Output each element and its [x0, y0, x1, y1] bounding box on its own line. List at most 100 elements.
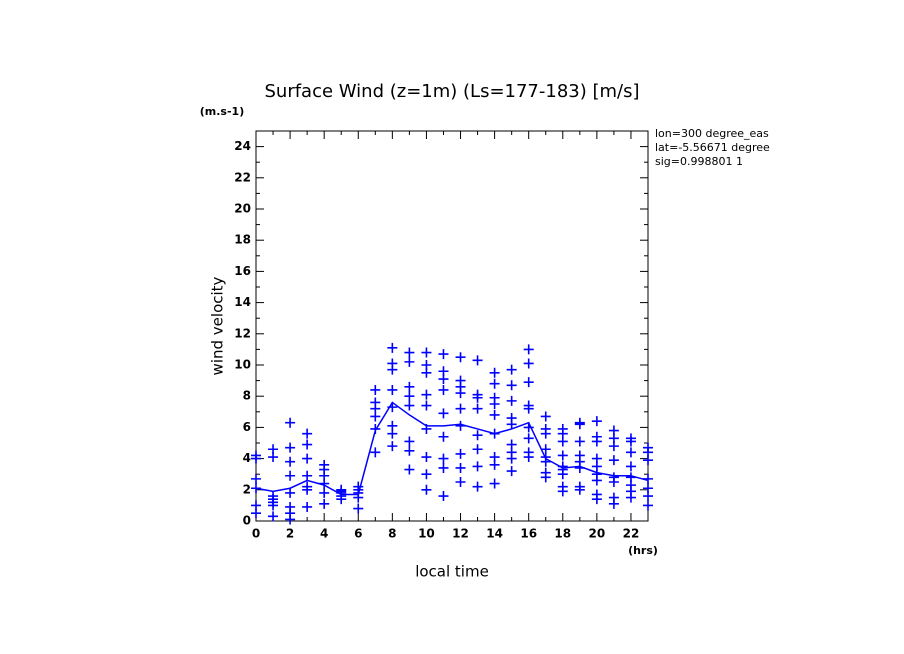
- x-tick-label: 2: [286, 527, 294, 541]
- scatter-point: [404, 436, 415, 447]
- scatter-point: [472, 430, 483, 441]
- scatter-point: [438, 408, 449, 419]
- scatter-point: [489, 367, 500, 378]
- scatter-point: [557, 486, 568, 497]
- scatter-point: [506, 419, 517, 430]
- scatter-point: [523, 452, 534, 463]
- scatter-point: [319, 487, 330, 498]
- scatter-point: [643, 500, 653, 511]
- scatter-point: [268, 511, 279, 522]
- x-tick-label: 22: [623, 527, 640, 541]
- chart-title: Surface Wind (z=1m) (Ls=177-183) [m/s]: [264, 81, 639, 102]
- scatter-point: [489, 478, 500, 489]
- scatter-point: [285, 514, 296, 525]
- y-tick-label: 6: [243, 420, 251, 434]
- scatter-point: [438, 462, 449, 473]
- scatter-point: [557, 436, 568, 447]
- scatter-point: [574, 484, 585, 495]
- scatter-point: [489, 459, 500, 470]
- scatter-point: [489, 399, 500, 409]
- scatter-point: [370, 384, 381, 395]
- y-tick-label: 14: [234, 295, 251, 309]
- scatter-point: [421, 367, 432, 378]
- y-tick-label: 8: [243, 389, 251, 403]
- scatter-point: [523, 344, 534, 355]
- scatter-point: [540, 472, 551, 483]
- annotation: sig=0.998801 1: [655, 155, 743, 168]
- scatter-point: [608, 477, 619, 487]
- x-tick-label: 0: [252, 527, 260, 541]
- scatter-point: [455, 403, 466, 414]
- scatter-point: [268, 452, 279, 463]
- scatter-point: [643, 455, 653, 466]
- scatter-point: [285, 417, 296, 428]
- scatter-point: [608, 498, 619, 509]
- scatter-point: [506, 395, 517, 406]
- y-tick-label: 24: [234, 139, 251, 153]
- y-tick-label: 12: [234, 326, 251, 340]
- scatter-point: [557, 450, 568, 461]
- x-tick-label: 14: [486, 527, 503, 541]
- scatter-point: [455, 448, 466, 459]
- x-unit: (hrs): [628, 544, 658, 557]
- scatter-point: [404, 391, 415, 402]
- y-unit: (m.s-1): [200, 105, 244, 118]
- scatter-point: [506, 466, 517, 477]
- scatter-point: [523, 403, 534, 414]
- scatter-point: [506, 364, 517, 375]
- y-axis-label: wind velocity: [209, 276, 227, 375]
- scatter-point: [608, 455, 619, 466]
- scatter-point: [643, 491, 653, 502]
- scatter-point: [472, 392, 483, 403]
- y-tick-label: 10: [234, 358, 251, 372]
- scatter-point: [404, 381, 415, 392]
- scatter-point: [557, 469, 568, 480]
- scatter-point: [523, 358, 534, 369]
- scatter-point: [506, 380, 517, 391]
- scatter-point: [421, 469, 432, 480]
- scatter-point: [438, 384, 449, 395]
- scatter-point: [302, 484, 313, 495]
- scatter-point: [625, 447, 636, 458]
- scatter-point: [523, 433, 534, 444]
- scatter-point: [421, 347, 432, 358]
- scatter-point: [591, 416, 602, 427]
- scatter-point: [404, 356, 415, 367]
- scatter-point: [302, 428, 313, 439]
- scatter-point: [387, 384, 398, 395]
- scatter-point: [489, 378, 500, 389]
- scatter-point: [370, 447, 381, 458]
- x-tick-label: 4: [320, 527, 328, 541]
- scatter-point: [336, 494, 347, 505]
- scatter-point: [285, 470, 296, 481]
- x-tick-label: 18: [554, 527, 571, 541]
- annotations: lon=300 degree_eas lat=-5.56671 degree s…: [655, 127, 770, 168]
- scatter-point: [404, 400, 415, 411]
- scatter-point: [404, 445, 415, 456]
- scatter-point: [302, 439, 313, 450]
- scatter-point: [625, 461, 636, 472]
- scatter-point: [268, 500, 279, 511]
- scatter-point: [455, 388, 466, 399]
- scatter-point: [455, 477, 466, 487]
- y-tick-label: 20: [234, 202, 251, 216]
- scatter-point: [455, 352, 466, 363]
- scatter-point: [591, 436, 602, 447]
- scatter-point: [387, 428, 398, 439]
- scatter-point: [472, 444, 483, 455]
- scatter-point: [387, 441, 398, 452]
- y-tick-label: 18: [234, 233, 251, 247]
- scatter-point: [404, 347, 415, 358]
- scatter-point: [302, 501, 313, 512]
- scatter-point: [472, 461, 483, 472]
- scatter-point: [421, 400, 432, 411]
- scatter-point: [455, 462, 466, 473]
- x-tick-label: 10: [418, 527, 435, 541]
- scatter-point: [421, 452, 432, 463]
- scatter-point: [506, 453, 517, 464]
- scatter-point: [302, 470, 313, 481]
- scatter-point: [438, 349, 449, 360]
- scatter-point: [540, 411, 551, 422]
